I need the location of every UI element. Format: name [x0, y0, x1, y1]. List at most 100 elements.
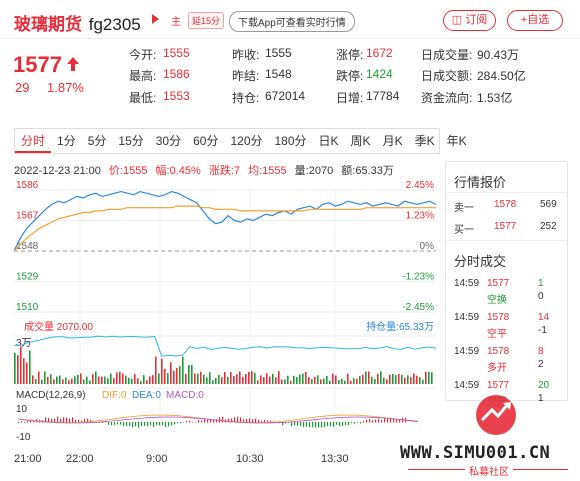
volume-bar [410, 377, 412, 384]
trade-type: 多开 [487, 363, 507, 374]
macd-bar [336, 422, 338, 425]
volume-bar [392, 373, 394, 384]
volume-bar [110, 373, 112, 384]
volume-bar [380, 371, 382, 384]
volume-bar [260, 375, 262, 384]
tab-period[interactable]: 周K [350, 134, 371, 148]
tab-period[interactable]: 15分 [118, 134, 144, 148]
macd-bar [228, 418, 230, 423]
info-change: 涨跌:7 [208, 165, 241, 177]
volume-bar [278, 371, 280, 384]
macd-bar [141, 422, 143, 427]
volume-bar [407, 375, 409, 384]
macd-bar [192, 422, 194, 423]
y-tick-left: 1586 [16, 180, 39, 191]
volume-bar [416, 375, 418, 384]
orderbook-side: 卖一 [454, 203, 474, 214]
quote-label: 资金流向: [421, 91, 473, 105]
delay-badge: 延15分 [188, 12, 225, 29]
volume-bar [299, 374, 301, 384]
volume-bar [341, 378, 343, 384]
volume-bar [47, 376, 49, 384]
panel-divider-2 [446, 240, 567, 241]
intraday-chart[interactable]: 1586 2.45% 1567 1.23% 1548 0% 1529 -1.23% 1510 -2… [0, 176, 440, 466]
macd-bar [309, 422, 311, 428]
volume-bar [131, 378, 133, 384]
macd-bar [201, 420, 203, 423]
macd-bar [120, 422, 122, 425]
volume-bar [347, 373, 349, 384]
volume-bar [170, 362, 172, 384]
period-tabs: 分时 1分 5分 15分 30分 60分 120分 180分 日K 周K 月K 季K 年K [14, 128, 467, 154]
panel-title: 行情报价 [454, 175, 507, 190]
macd-bar [351, 422, 353, 424]
tab-period[interactable]: 5分 [87, 134, 107, 148]
volume-bar [356, 378, 358, 384]
subscribe-button[interactable]: ◫ 订阅 [443, 10, 496, 31]
tab-period[interactable]: 月K [382, 134, 403, 148]
volume-bar [143, 375, 145, 384]
volume-bar [107, 378, 109, 384]
macd-bar [129, 422, 131, 426]
info-price: 价:1555 [108, 165, 148, 177]
macd-bar [198, 419, 200, 423]
trade-price: 1577 [487, 278, 510, 289]
volume-bar [116, 372, 118, 384]
tab-period[interactable]: 120分 [230, 134, 263, 148]
macd-bar [243, 419, 245, 423]
macd-bar [255, 418, 257, 423]
volume-bar [164, 368, 166, 384]
macd-bar [48, 418, 50, 423]
volume-bar [98, 376, 100, 384]
volume-bar [431, 372, 433, 384]
quote-value: 1555 [163, 46, 190, 60]
tab-period[interactable]: 日K [318, 134, 339, 148]
tab-period[interactable]: 30分 [155, 134, 182, 148]
volume-bar [308, 377, 310, 384]
volume-bar [254, 372, 256, 384]
info-avg: 均:1555 [248, 165, 287, 177]
macd-bar [222, 416, 224, 423]
volume-bar [353, 378, 355, 384]
trade-time: 14:59 [454, 312, 480, 323]
trade-delta: 0 [538, 291, 544, 302]
volume-bar [401, 374, 403, 384]
tab-period[interactable]: 分时 [15, 129, 52, 153]
tab-period[interactable]: 1分 [57, 134, 76, 148]
trades-title: 分时成交 [454, 254, 507, 269]
volume-bar [32, 375, 34, 384]
volume-bar [398, 373, 400, 384]
tab-period[interactable]: 季K [414, 134, 435, 148]
crosshair-info: 2022-12-23 21:00 价:1555 幅:0.45% 涨跌:7 均:1… [14, 162, 399, 178]
volume-bar [68, 380, 70, 384]
download-app-button[interactable]: 下载App可查看实时行情 [229, 11, 355, 32]
watermark-sub: 私募社区 [465, 463, 513, 478]
volume-bar [311, 379, 313, 384]
macd-bar [108, 422, 110, 425]
volume-bar [368, 371, 370, 384]
volume-bar [209, 372, 211, 384]
quote-value: 90.43万 [477, 48, 520, 62]
volume-bar [374, 378, 376, 384]
orderbook-qty: 569 [540, 199, 557, 210]
instrument-name: 玻璃期货 [14, 15, 82, 34]
volume-label: 成交量 2070.00 [24, 320, 93, 333]
macd-y-tick-bottom: -10 [16, 432, 31, 443]
volume-bar [206, 377, 208, 384]
volume-bar [134, 374, 136, 384]
volume-bar [44, 371, 46, 384]
volume-bar [326, 375, 328, 384]
tab-period[interactable]: 180分 [274, 134, 307, 148]
volume-bar [239, 371, 241, 384]
panel-divider [446, 192, 567, 193]
macd-bar [75, 419, 77, 423]
x-tick: 21:00 [14, 453, 42, 465]
play-triangle-icon [152, 14, 159, 24]
tab-period[interactable]: 年K [446, 134, 467, 148]
macd-bar [258, 419, 260, 423]
macd-bar [315, 422, 317, 428]
volume-bar [173, 370, 175, 384]
volume-bar [287, 375, 289, 384]
add-watchlist-button[interactable]: +自选 [507, 10, 563, 31]
tab-period[interactable]: 60分 [193, 134, 219, 148]
